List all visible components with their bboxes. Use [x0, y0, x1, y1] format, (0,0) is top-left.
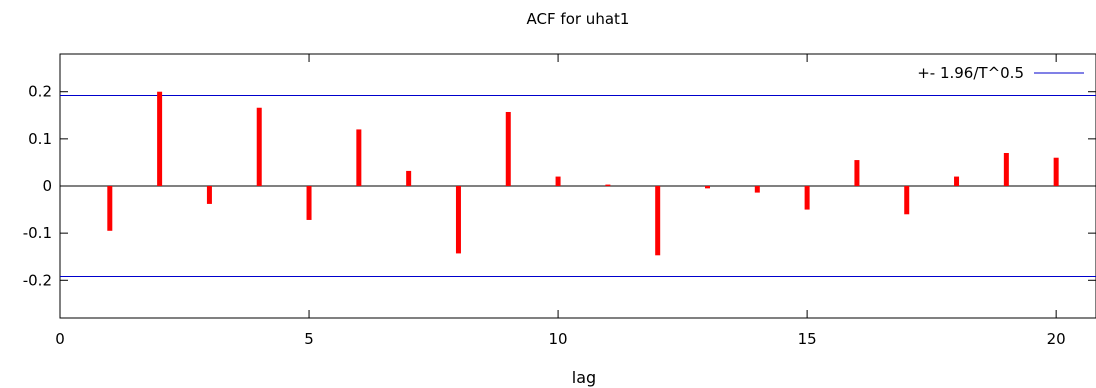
acf-bar: [705, 186, 710, 189]
y-tick-label: 0.1: [28, 130, 52, 148]
acf-bar: [605, 184, 611, 187]
legend-label: +- 1.96/T^0.5: [917, 64, 1024, 82]
chart-title: ACF for uhat1: [527, 10, 630, 28]
acf-bar: [256, 107, 262, 186]
acf-bar: [555, 176, 561, 186]
x-tick-label: 15: [798, 330, 817, 348]
x-tick-label: 0: [55, 330, 65, 348]
acf-bar: [356, 129, 362, 186]
y-tick-label: 0.2: [28, 83, 52, 101]
y-tick-label: -0.1: [23, 224, 52, 242]
acf-bar: [904, 186, 910, 215]
acf-bar: [954, 176, 960, 186]
x-axis-label: lag: [572, 368, 596, 387]
acf-bar: [157, 91, 163, 186]
acf-bar: [206, 186, 212, 204]
x-tick-label: 10: [549, 330, 568, 348]
x-tick-label: 20: [1047, 330, 1066, 348]
acf-bar: [107, 186, 113, 231]
acf-bar: [1053, 157, 1059, 186]
acf-bar: [306, 186, 312, 220]
acf-bar: [1003, 153, 1009, 186]
acf-bar: [406, 170, 412, 186]
acf-bar: [505, 111, 511, 186]
acf-bar: [455, 186, 461, 254]
acf-bar: [804, 186, 810, 210]
acf-bar: [854, 160, 860, 186]
y-tick-label: 0: [42, 177, 52, 195]
acf-bar: [655, 186, 661, 256]
y-tick-label: -0.2: [23, 271, 52, 289]
x-tick-label: 5: [304, 330, 314, 348]
acf-bar: [754, 186, 760, 193]
